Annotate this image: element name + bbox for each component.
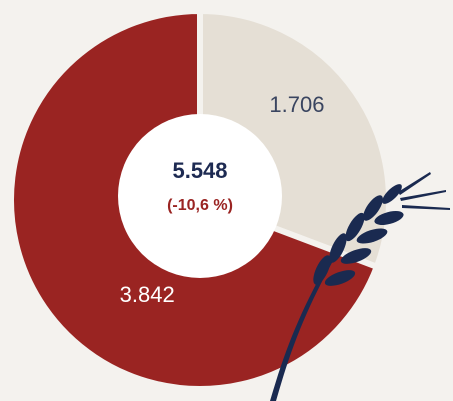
wheat-grain xyxy=(382,184,402,204)
donut-hole xyxy=(118,114,282,278)
wheat-grain xyxy=(340,248,372,264)
wheat-awns xyxy=(398,172,450,210)
wheat-grain xyxy=(329,233,347,263)
wheat-grain xyxy=(324,270,356,286)
wheat-grain xyxy=(374,211,404,225)
wheat-stem xyxy=(270,250,338,401)
wheat-grain xyxy=(313,255,331,285)
value-labels: 1.706 3.842 xyxy=(120,92,325,307)
center-total: 5.548 xyxy=(172,158,227,183)
center-change: (-10,6 %) xyxy=(167,197,233,214)
value-label: 3.842 xyxy=(120,282,175,307)
wheat-grain xyxy=(356,228,388,244)
wheat-grain xyxy=(363,195,383,221)
wheat-grain xyxy=(345,212,365,242)
value-label: 1.706 xyxy=(269,92,324,117)
wheat-icon xyxy=(270,172,450,401)
